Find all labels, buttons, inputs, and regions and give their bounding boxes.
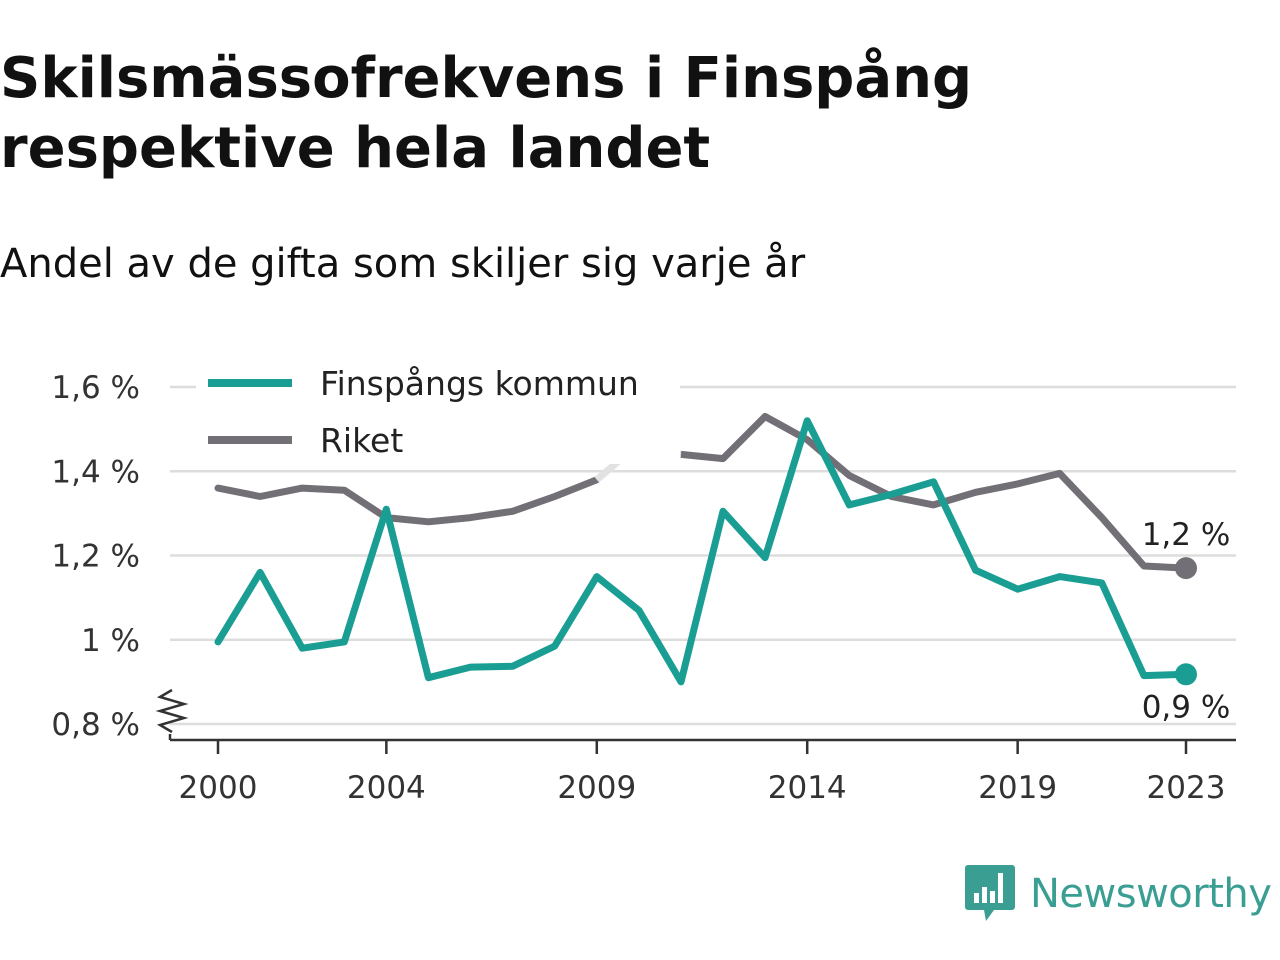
legend-label: Riket [320,421,403,460]
x-tick-label: 2009 [557,770,636,806]
series-lines [214,413,1197,686]
y-axis-tick-labels: 0,8 % 1 % 1,2 % 1,4 % 1,6 % [51,370,140,743]
end-label-riket: 1,2 % [1142,517,1231,553]
end-label-finspang: 0,9 % [1142,689,1231,725]
end-labels: 1,2 % 0,9 % [1142,517,1231,725]
y-axis-break-icon [155,688,189,734]
x-tick-label: 2000 [179,770,258,806]
series-line-finspang [214,417,1190,686]
y-tick-label: 1,6 % [51,370,140,406]
legend-label: Finspångs kommun [320,364,639,403]
newsworthy-logo-icon [965,865,1015,921]
brand-name: Newsworthy [1030,871,1272,917]
line-chart: 0,8 % 1 % 1,2 % 1,4 % 1,6 % 2000 2004 2009 2014… [51,353,1236,806]
series-line-riket-segment [680,413,1187,572]
x-tick-label: 2019 [978,770,1057,806]
legend: Finspångs kommun Riket [196,353,680,464]
x-tick-label: 2023 [1147,770,1226,806]
end-point-riket [1175,557,1197,580]
y-tick-label: 1 % [81,623,140,659]
y-tick-label: 0,8 % [51,707,140,743]
y-tick-label: 1,4 % [51,454,140,490]
newsworthy-brand: Newsworthy [964,862,1272,926]
x-tick-label: 2014 [768,770,847,806]
y-tick-label: 1,2 % [51,539,140,575]
chart-title: Skilsmässofrekvens i Finspång respektive… [0,46,973,181]
chart-subtitle: Andel av de gifta som skiljer sig varje … [0,241,806,287]
x-axis-tick-labels: 2000 2004 2009 2014 2019 2023 [179,740,1226,806]
axes [155,688,1236,742]
series-line-riket-segment [214,476,601,526]
end-point-finspang [1175,663,1197,686]
x-tick-label: 2004 [347,770,426,806]
